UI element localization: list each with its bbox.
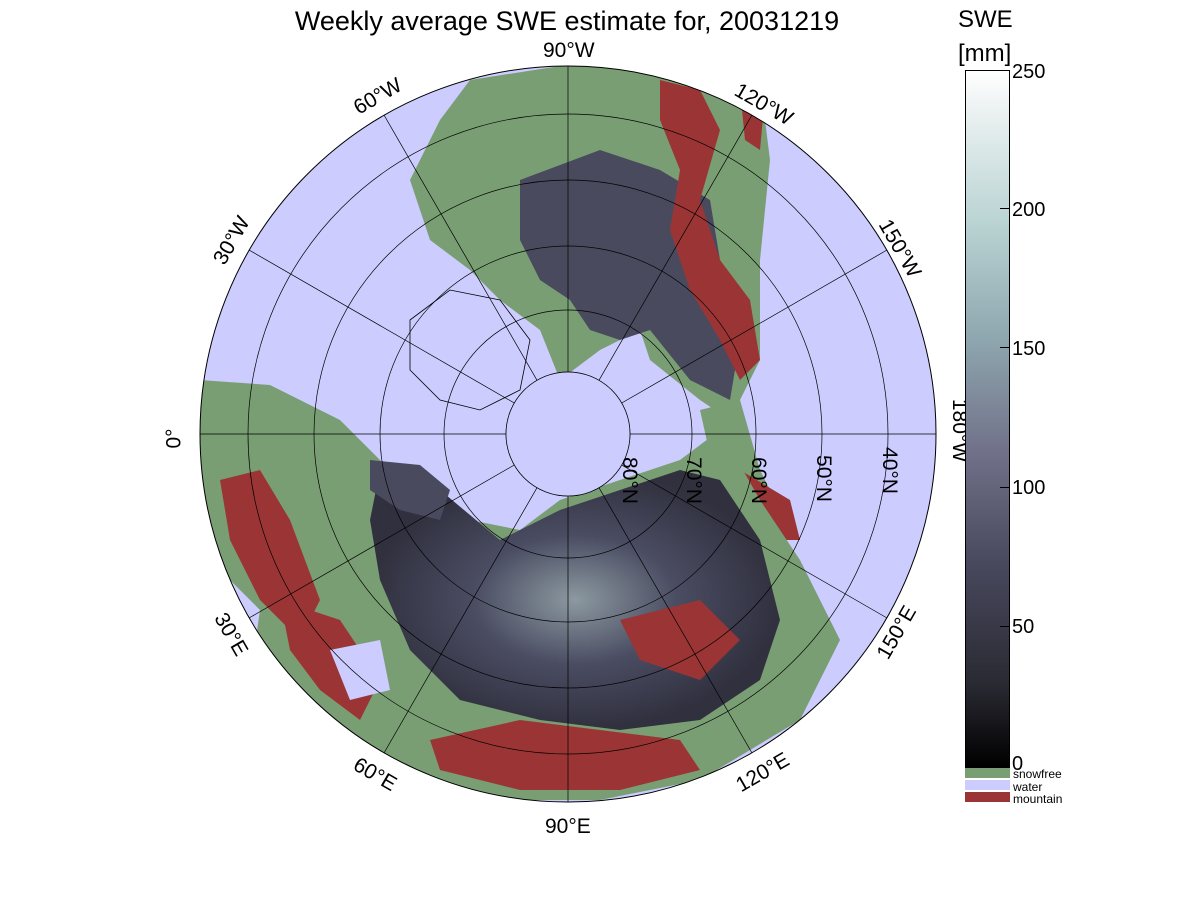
alaska-mountain: [740, 470, 800, 540]
legend-label-water: water: [1013, 780, 1043, 794]
eurasia-mountain-west: [220, 470, 320, 640]
legend-label-mountain: mountain: [1013, 792, 1063, 806]
lat-label-80n: 80°N: [617, 457, 641, 504]
eurasia-mountain-east: [620, 600, 740, 680]
map-title: Weekly average SWE estimate for, 2003121…: [294, 6, 840, 36]
map-border: [199, 65, 937, 803]
legend-swatch-snowfree: [965, 768, 1010, 778]
eurasia-mountain-south: [430, 720, 700, 790]
lat-label-60n: 60°N: [746, 457, 770, 504]
lat-label-40n: 40°N: [877, 447, 901, 494]
lon-label-90w: 90°W: [543, 39, 595, 62]
lon-label-90e: 90°E: [545, 815, 591, 838]
lat-label-70n: 70°N: [681, 457, 705, 504]
lon-label-0: 0°: [162, 428, 186, 449]
legend-swatch-mountain: [965, 792, 1010, 802]
colorbar-tick: 50: [1012, 616, 1035, 638]
greenland: [409, 289, 531, 411]
colorbar-title: SWE: [958, 6, 1013, 33]
colorbar: [965, 70, 1010, 768]
legend-label-snowfree: snowfree: [1013, 767, 1062, 781]
colorbar-tick: 150: [1012, 338, 1046, 360]
colorbar-tick: 200: [1012, 199, 1046, 221]
colorbar-unit: [mm]: [958, 40, 1012, 67]
colorbar-tick: 250: [1012, 61, 1046, 83]
legend-swatch-water: [965, 780, 1010, 790]
pole-cap: [505, 371, 631, 497]
lat-label-50n: 50°N: [811, 455, 835, 502]
colorbar-tick: 100: [1012, 477, 1046, 499]
north-america-mountain: [660, 80, 760, 380]
colorbar-tick: 0: [1012, 753, 1024, 775]
scandinavia-snow: [370, 460, 450, 520]
black-sea: [330, 640, 390, 700]
